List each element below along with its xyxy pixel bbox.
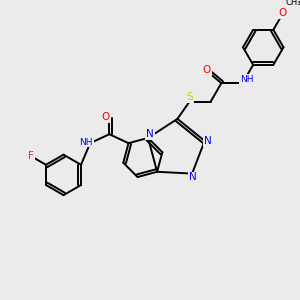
- Text: NH: NH: [240, 75, 253, 84]
- Text: F: F: [28, 151, 34, 161]
- Text: O: O: [203, 65, 211, 75]
- Text: S: S: [186, 92, 193, 102]
- Text: CH₃: CH₃: [286, 0, 300, 7]
- Text: O: O: [278, 8, 286, 18]
- Text: N: N: [146, 129, 154, 139]
- Text: NH: NH: [80, 138, 93, 147]
- Text: O: O: [101, 112, 110, 122]
- Text: N: N: [204, 136, 212, 146]
- Text: N: N: [189, 172, 197, 182]
